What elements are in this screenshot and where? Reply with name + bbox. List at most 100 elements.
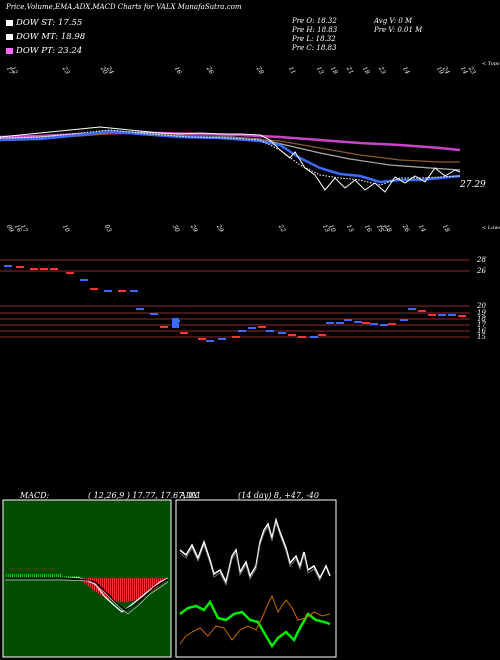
- macd-hist-bar: [128, 578, 129, 602]
- macd-hist-bar: [132, 578, 133, 601]
- macd-hist-bar: [150, 578, 151, 593]
- macd-hist-bar: [68, 576, 69, 578]
- volume-mark: [50, 268, 58, 270]
- volume-mark: [218, 338, 226, 340]
- macd-hist-bar: [74, 576, 75, 578]
- adx-background: [175, 499, 337, 658]
- macd-hist-bar: [6, 574, 7, 578]
- macd-hist-bar: [124, 578, 125, 602]
- volume-mark: [4, 265, 12, 267]
- volume-mark: [180, 332, 188, 334]
- volume-mark: [118, 290, 126, 292]
- macd-hist-bar: [24, 574, 25, 578]
- level-15: 15: [477, 333, 486, 341]
- macd-hist-bar: [50, 574, 51, 578]
- macd-hist-bar: [12, 574, 13, 578]
- macd-hist-bar: [62, 576, 63, 578]
- macd-hist-bar: [88, 578, 89, 587]
- legend-st-swatch: [6, 19, 13, 26]
- macd-hist-bar: [110, 578, 111, 600]
- volume-mark: [198, 338, 206, 340]
- macd-hist-bar: [56, 574, 57, 578]
- tops-label: < Tops: [482, 61, 500, 67]
- macd-hist-bar: [136, 578, 137, 600]
- macd-hist-bar: [76, 576, 77, 578]
- adx-line-shadow: [179, 521, 321, 587]
- volume-mark: [326, 322, 334, 324]
- volume-mark: [388, 323, 396, 325]
- adx-params: (14 day) 8, +47, -40: [238, 491, 319, 500]
- volume-mark: [370, 323, 378, 325]
- macd-hist-bar: [52, 574, 53, 578]
- macd-hist-bar: [86, 578, 87, 585]
- volume-mark: [336, 322, 344, 324]
- volume-mark: [448, 314, 456, 316]
- volume-mark: [298, 336, 306, 338]
- stat-prev-low: Pre L: 18.32: [292, 35, 336, 43]
- volume-mark: [288, 334, 296, 336]
- site-name: MunafaSutra.com: [177, 3, 242, 11]
- macd-hist-bar: [64, 576, 65, 578]
- macd-hist-bar: [146, 578, 147, 595]
- macd-signal-line: [5, 577, 169, 611]
- chart-title: Price,Volume,EMA,ADX,MACD Charts for VAL…: [6, 3, 241, 12]
- level-26: 26: [477, 267, 486, 275]
- volume-mark: [418, 310, 426, 312]
- macd-hist-bar: [154, 578, 155, 590]
- volume-mark: [318, 334, 326, 336]
- volume-mark: [104, 290, 112, 292]
- macd-hist-bar: [148, 578, 149, 594]
- macd-hist-bar: [38, 574, 39, 578]
- adx-line: [179, 517, 331, 585]
- macd-hist-bar: [40, 574, 41, 578]
- volume-mark: [400, 319, 408, 321]
- legend-pt: DOW PT: 23.24: [6, 46, 82, 56]
- macd-hist-bar: [106, 578, 107, 598]
- macd-hist-bar: [20, 574, 21, 578]
- volume-mark: [428, 314, 436, 316]
- macd-hist-bar: [18, 574, 19, 578]
- macd-hist-bar: [112, 578, 113, 601]
- volume-mark: [40, 268, 48, 270]
- stat-avg-volume: Avg V: 0 M: [374, 17, 413, 25]
- macd-hist-bar: [102, 578, 103, 596]
- adx-minus-di-line: [179, 594, 331, 645]
- volume-mark: [354, 321, 362, 323]
- level-19: 19: [477, 309, 486, 317]
- volume-mark: [238, 330, 246, 332]
- macd-hist-bar: [66, 576, 67, 578]
- volume-mark: [66, 272, 74, 274]
- legend-mt-label: DOW MT: 18.98: [16, 32, 86, 42]
- level-16: 16: [477, 327, 486, 335]
- macd-hist-bar: [10, 574, 11, 578]
- volume-mark: [232, 336, 240, 338]
- macd-hist-bar: [34, 574, 35, 578]
- macd-hist-bar: [78, 576, 79, 578]
- volume-mark: [160, 326, 168, 328]
- adx-label: ADX: [180, 491, 198, 500]
- stat-prev-close: Pre C: 18.83: [292, 44, 337, 52]
- macd-hist-bar: [104, 578, 105, 597]
- macd-params: ( 12,26,9 ) 17.77, 17.67, 0.1: [88, 491, 202, 500]
- ema-dotted-line: [0, 129, 461, 186]
- macd-hist-bar: [134, 578, 135, 601]
- macd-hist-bar: [116, 578, 117, 602]
- macd-hist-bar: [158, 578, 159, 587]
- macd-hist-bar: [130, 578, 131, 602]
- legend-pt-swatch: [6, 47, 13, 54]
- volume-mark: [408, 308, 416, 310]
- macd-hist-bar: [142, 578, 143, 597]
- volume-mark: [438, 314, 446, 316]
- last-price-label: 27.29: [460, 180, 486, 190]
- volume-mark: [258, 326, 266, 328]
- volume-mark: [30, 268, 38, 270]
- macd-hist-bar: [58, 574, 59, 578]
- macd-hist-bar: [30, 574, 31, 578]
- stat-prev-high: Pre H: 18.83: [292, 26, 338, 34]
- volume-mark: [90, 288, 98, 290]
- macd-hist-bar: [144, 578, 145, 596]
- macd-hist-bar: [90, 578, 91, 588]
